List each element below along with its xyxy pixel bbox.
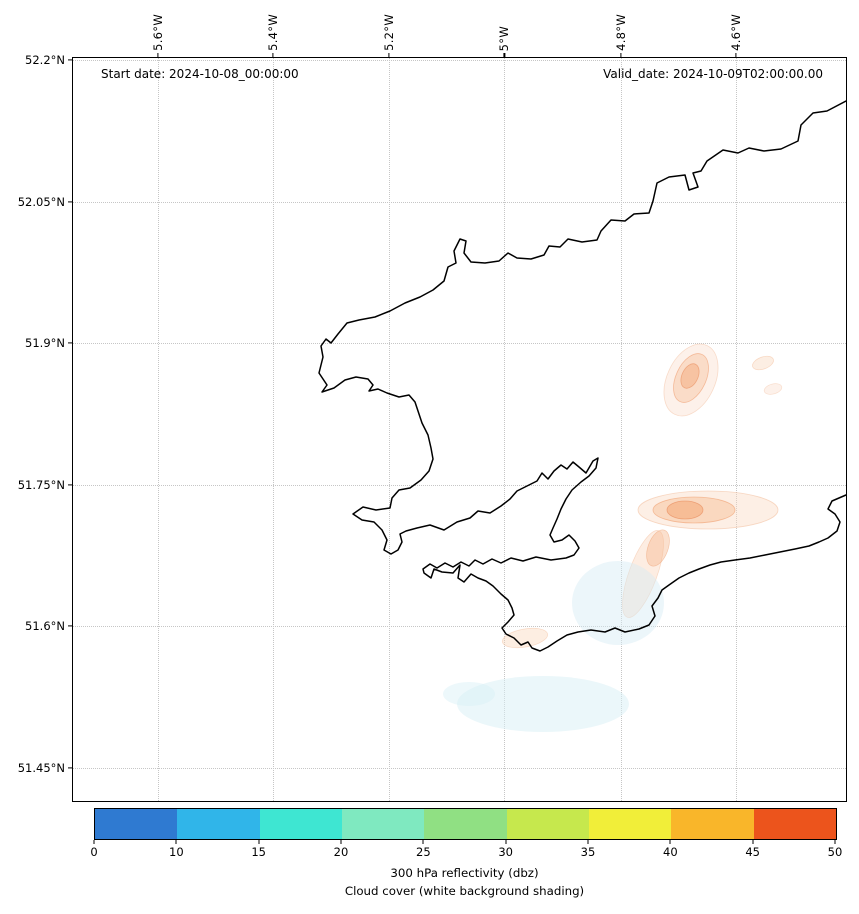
x-tick-text: 4.8°W (614, 14, 629, 51)
colorbar-segment (424, 809, 507, 839)
gridline-vertical (389, 58, 391, 801)
colorbar-tick-mark (669, 840, 671, 844)
colorbar-tick-mark (258, 840, 260, 844)
y-tick-mark (67, 484, 72, 486)
gridline-vertical (736, 58, 738, 801)
gridline-horizontal (73, 485, 846, 487)
gridline-horizontal (73, 625, 846, 627)
gridline-vertical (504, 58, 506, 801)
y-tick-label: 51.9°N (25, 336, 65, 351)
reflectivity-contour-shading (501, 343, 783, 649)
colorbar-tick-label: 35 (580, 845, 596, 859)
colorbar-tick-mark (752, 840, 754, 844)
colorbar-tick-label: 40 (663, 845, 678, 859)
grid-layer (73, 58, 846, 801)
x-tick-text: 5.2°W (382, 14, 397, 51)
y-tick-label: 51.45°N (17, 761, 65, 776)
y-tick-mark (67, 342, 72, 344)
colorbar-tick-label: 0 (90, 845, 98, 859)
y-tick-mark (67, 625, 72, 627)
colorbar-tick-label: 30 (498, 845, 513, 859)
x-tick-label: 5.2°W (382, 14, 396, 51)
colorbar-tick-mark (422, 840, 424, 844)
colorbar-tick-mark (587, 840, 589, 844)
colorbar-segment (506, 809, 589, 839)
gridline-vertical (273, 58, 275, 801)
x-tick-text: 5°W (497, 25, 512, 51)
plot-area: Start date: 2024-10-08_00:00:00 Valid_da… (18, 14, 847, 802)
coastline-map (318, 100, 846, 732)
gridline-vertical (621, 58, 623, 801)
x-tick-mark (620, 52, 622, 57)
x-tick-label: 5°W (497, 26, 511, 51)
x-tick-label: 4.8°W (614, 14, 628, 51)
y-tick-label: 51.6°N (25, 618, 65, 633)
colorbar-ticks: 0 10 15 20 25 30 35 40 45 50 (90, 840, 842, 860)
x-tick-label: 5.6°W (151, 14, 165, 51)
x-tick-label: 4.6°W (729, 14, 743, 51)
x-tick-text: 5.6°W (151, 14, 166, 51)
colorbar-tick-label: 45 (745, 845, 760, 859)
gridline-horizontal (73, 60, 846, 62)
x-tick-mark (272, 52, 274, 57)
colorbar-tick-mark (340, 840, 342, 844)
x-tick-mark (388, 52, 390, 57)
x-tick-mark (503, 52, 505, 57)
colorbar-title-line1: 300 hPa reflectivity (dbz) (390, 866, 539, 880)
colorbar-tick-mark (175, 840, 177, 844)
colorbar-tick-mark (834, 840, 836, 844)
x-tick-text: 5.4°W (266, 14, 281, 51)
colorbar-segments (95, 809, 836, 839)
colorbar-tick-label: 10 (169, 845, 184, 859)
colorbar-segment (177, 809, 260, 839)
colorbar-tick-label: 15 (251, 845, 266, 859)
valid-date-label: Valid_date: 2024-10-09T02:00:00.00 (603, 67, 823, 81)
y-tick-mark (67, 201, 72, 203)
gridline-horizontal (73, 202, 846, 204)
y-tick-mark (67, 767, 72, 769)
colorbar-tick-label: 25 (416, 845, 431, 859)
coastline-path (318, 100, 846, 652)
x-tick-label: 5.4°W (266, 14, 280, 51)
colorbar-tick-label: 20 (333, 845, 349, 859)
colorbar-segment (95, 809, 178, 839)
x-tick-text: 4.6°W (729, 14, 744, 51)
y-tick-label: 52.2°N (25, 53, 65, 68)
colorbar-tick-label: 50 (827, 845, 843, 859)
y-tick-label: 51.75°N (17, 478, 65, 493)
y-tick-label: 52.05°N (17, 195, 65, 210)
gridline-horizontal (73, 343, 846, 345)
start-date-label: Start date: 2024-10-08_00:00:00 (101, 67, 299, 81)
colorbar-tick-mark (505, 840, 507, 844)
colorbar-segment (259, 809, 342, 839)
colorbar-segment (753, 809, 836, 839)
colorbar (94, 808, 837, 840)
x-tick-mark (735, 52, 737, 57)
cloud-cover-shading (443, 561, 664, 732)
colorbar-title-line2: Cloud cover (white background shading) (344, 884, 585, 898)
colorbar-segment (341, 809, 425, 839)
x-tick-mark (157, 52, 159, 57)
y-tick-mark (67, 59, 72, 61)
gridline-horizontal (73, 768, 846, 770)
colorbar-segment (671, 809, 754, 839)
colorbar-segment (588, 809, 672, 839)
gridline-vertical (158, 58, 160, 801)
colorbar-tick-mark (93, 840, 95, 844)
